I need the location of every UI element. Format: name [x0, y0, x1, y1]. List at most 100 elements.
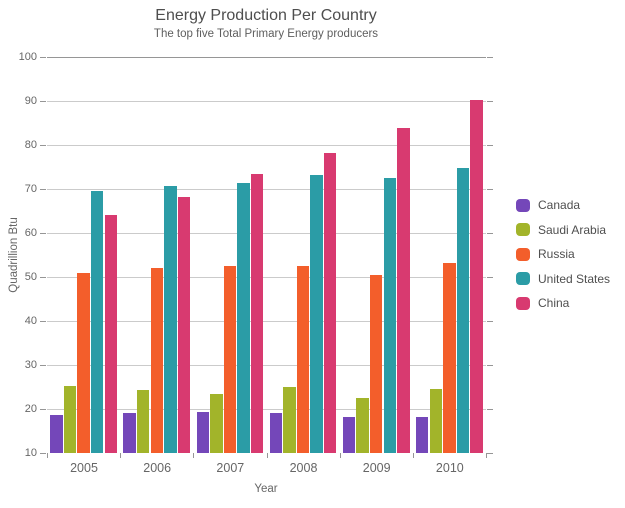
bar-saudi-arabia-2010[interactable]	[429, 388, 442, 453]
legend-swatch-saudi-arabia	[516, 223, 530, 236]
gridline-20	[47, 409, 486, 410]
bar-united-states-2009[interactable]	[383, 177, 397, 453]
legend-label: Saudi Arabia	[538, 222, 607, 237]
y-tick-right-10	[487, 453, 493, 454]
bar-russia-2008[interactable]	[296, 265, 310, 453]
y-tick-left-90	[40, 101, 46, 102]
x-tick-label-2005: 2005	[70, 461, 98, 475]
y-tick-left-20	[40, 409, 46, 410]
y-tick-right-20	[487, 409, 493, 410]
legend-item-saudi-arabia[interactable]: Saudi Arabia	[516, 223, 610, 237]
y-tick-left-80	[40, 145, 46, 146]
x-boundary-tick-6	[486, 453, 487, 458]
y-tick-left-100	[40, 57, 46, 58]
y-tick-left-40	[40, 321, 46, 322]
bar-canada-2007[interactable]	[196, 412, 209, 453]
y-tick-label-40: 40	[24, 314, 37, 327]
bar-canada-2009[interactable]	[342, 417, 356, 453]
bar-china-2010[interactable]	[470, 100, 483, 453]
plot-area	[47, 57, 486, 453]
bar-canada-2006[interactable]	[123, 412, 136, 453]
y-tick-label-80: 80	[24, 138, 37, 151]
x-boundary-tick-3	[266, 453, 268, 458]
y-tick-label-70: 70	[24, 182, 37, 195]
gridline-50	[47, 277, 486, 278]
x-boundary-tick-0	[47, 453, 48, 458]
y-tick-right-30	[487, 365, 493, 366]
bar-russia-2005[interactable]	[77, 272, 90, 453]
legend-item-russia[interactable]: Russia	[516, 247, 610, 261]
bar-russia-2010[interactable]	[443, 262, 456, 453]
bar-saudi-arabia-2007[interactable]	[210, 393, 223, 453]
legend-item-canada[interactable]: Canada	[516, 198, 610, 212]
y-tick-label-20: 20	[24, 402, 37, 415]
bar-russia-2007[interactable]	[223, 265, 237, 453]
legend: Canada Saudi Arabia Russia United States Chi…	[516, 198, 610, 321]
bar-china-2007[interactable]	[250, 174, 264, 453]
legend-label: United States	[538, 271, 611, 286]
bar-saudi-arabia-2009[interactable]	[356, 397, 369, 453]
y-tick-right-100	[487, 57, 493, 58]
bar-canada-2010[interactable]	[416, 416, 429, 453]
bar-saudi-arabia-2008[interactable]	[283, 387, 296, 453]
bar-china-2006[interactable]	[177, 196, 191, 453]
bar-united-states-2008[interactable]	[310, 175, 323, 453]
gridline-30	[47, 365, 486, 366]
bar-united-states-2006[interactable]	[164, 185, 177, 453]
x-boundary-tick-1	[120, 453, 122, 458]
y-tick-right-60	[487, 233, 493, 234]
x-boundary-tick-5	[412, 453, 414, 458]
gridline-40	[47, 321, 486, 322]
y-tick-right-50	[487, 277, 493, 278]
legend-label: China	[538, 296, 570, 310]
legend-item-united-states[interactable]: United States	[516, 272, 610, 286]
legend-swatch-russia	[516, 247, 530, 261]
bar-russia-2009[interactable]	[370, 275, 383, 453]
bar-china-2009[interactable]	[397, 128, 410, 453]
y-tick-label-50: 50	[24, 270, 37, 283]
legend-label: Russia	[538, 247, 575, 261]
y-tick-label-30: 30	[24, 358, 37, 371]
bar-russia-2006[interactable]	[150, 268, 163, 453]
gridline-60	[47, 233, 486, 234]
y-tick-left-70	[40, 189, 46, 190]
legend-label: Canada	[538, 198, 581, 212]
y-tick-label-90: 90	[24, 94, 37, 107]
bar-saudi-arabia-2006[interactable]	[136, 390, 150, 453]
x-tick-label-2009: 2009	[362, 461, 391, 475]
chart-title: Energy Production Per Country	[155, 7, 377, 24]
y-tick-left-30	[40, 365, 46, 366]
bar-saudi-arabia-2005[interactable]	[63, 386, 77, 453]
bar-canada-2005[interactable]	[50, 414, 63, 453]
gridline-100	[47, 57, 486, 58]
y-tick-right-40	[487, 321, 493, 322]
y-tick-right-70	[487, 189, 493, 190]
y-tick-right-90	[487, 101, 493, 102]
x-boundary-tick-4	[339, 453, 341, 458]
bar-canada-2008[interactable]	[269, 413, 283, 453]
bar-china-2005[interactable]	[104, 215, 117, 453]
gridline-90	[47, 101, 486, 102]
legend-swatch-canada	[516, 198, 530, 212]
legend-swatch-united-states	[516, 272, 530, 285]
bar-united-states-2010[interactable]	[456, 167, 470, 453]
x-tick-label-2007: 2007	[216, 461, 245, 475]
x-boundary-tick-2	[193, 453, 195, 458]
x-tick-label-2008: 2008	[289, 461, 318, 475]
x-tick-label-2006: 2006	[143, 461, 172, 475]
gridline-80	[47, 145, 486, 146]
bar-united-states-2007[interactable]	[237, 183, 250, 453]
x-tick-label-2010: 2010	[435, 461, 464, 475]
y-tick-right-80	[487, 145, 493, 146]
x-axis-title: Year	[254, 483, 278, 495]
y-tick-label-60: 60	[24, 226, 37, 239]
y-tick-label-100: 100	[18, 50, 37, 63]
bar-china-2008[interactable]	[324, 152, 337, 453]
legend-item-china[interactable]: China	[516, 296, 610, 310]
y-tick-label-10: 10	[24, 446, 37, 459]
legend-swatch-china	[516, 296, 530, 310]
bar-united-states-2005[interactable]	[90, 191, 104, 453]
y-tick-left-50	[40, 277, 46, 278]
chart-subtitle: The top five Total Primary Energy produc…	[153, 28, 379, 40]
